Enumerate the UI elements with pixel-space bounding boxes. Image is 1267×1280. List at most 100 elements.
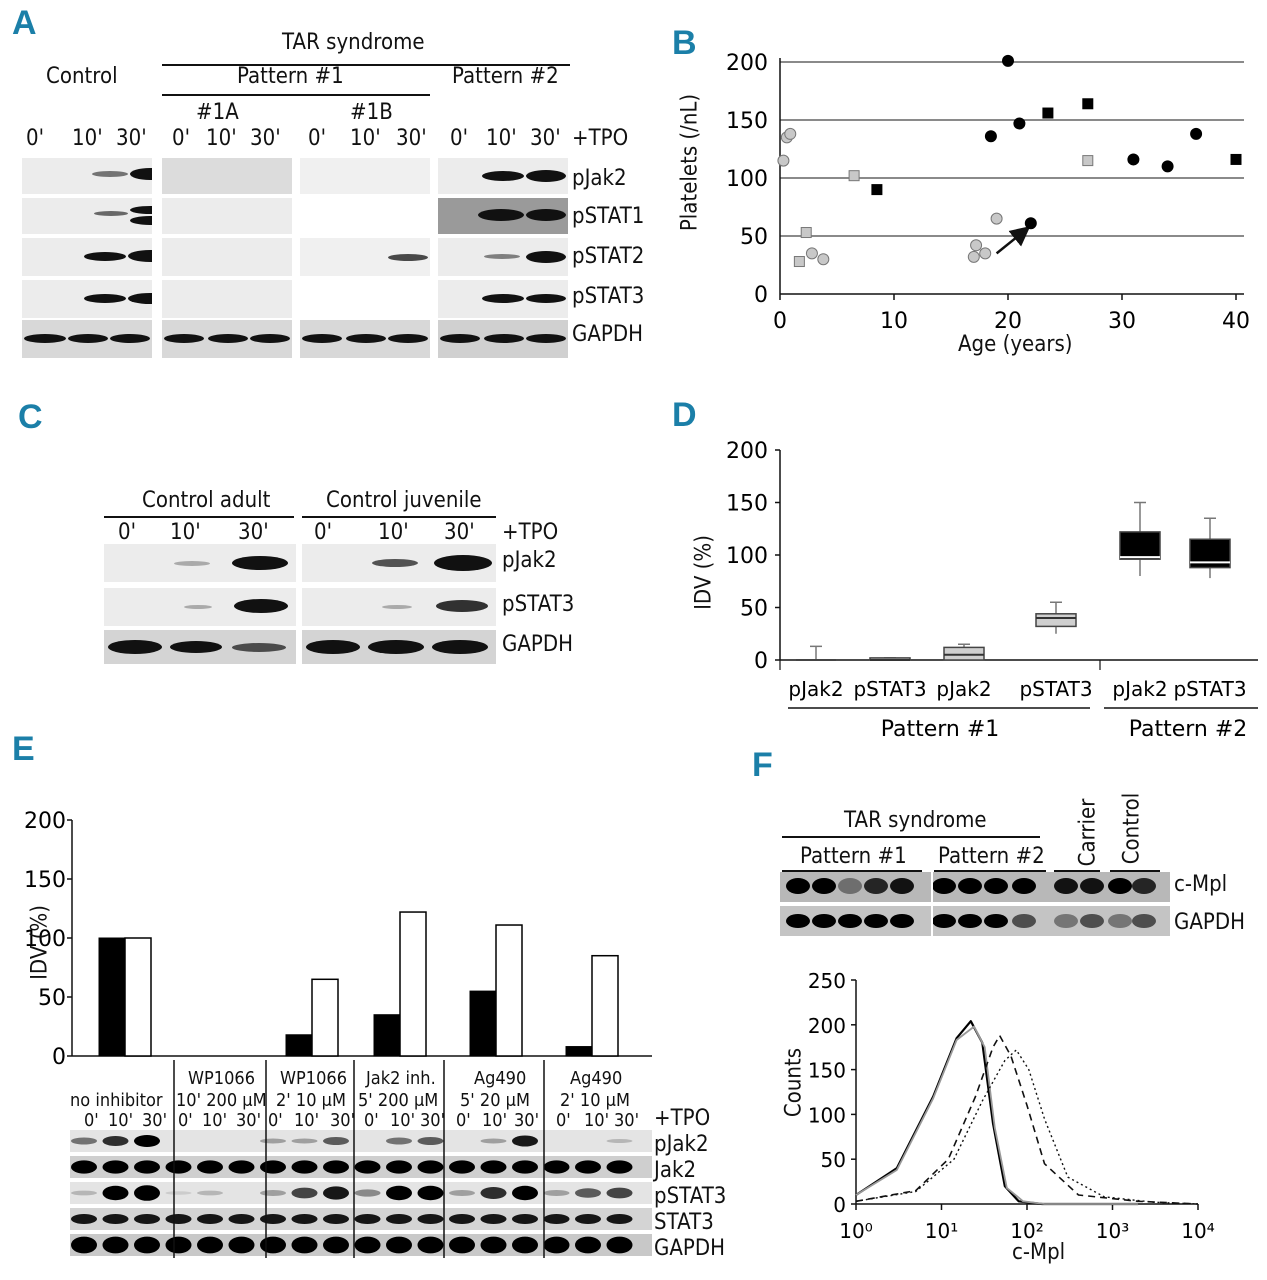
blot-band xyxy=(449,1190,475,1196)
blot-band xyxy=(291,1187,318,1199)
y-tick-label: 50 xyxy=(38,986,66,1011)
blot-band xyxy=(102,1214,129,1224)
pattern2-heading: Pattern #2 xyxy=(452,64,559,89)
blot-band xyxy=(260,1214,286,1224)
blot-band xyxy=(890,878,914,894)
blot-band xyxy=(432,640,488,654)
blot-band xyxy=(291,1214,318,1224)
category-label: pJak2 xyxy=(1112,677,1167,701)
blot-band xyxy=(354,1214,381,1224)
y-tick-label: 50 xyxy=(821,1148,846,1172)
blot-band xyxy=(575,1188,601,1198)
blot-band xyxy=(543,1236,570,1254)
row-label-cmpl: c-Mpl xyxy=(1174,872,1228,897)
blot-band xyxy=(234,599,288,613)
panel-label-b: B xyxy=(672,24,697,62)
histogram-curve xyxy=(855,1020,1139,1206)
bar xyxy=(311,978,339,1057)
panel-f-xlabel: c-Mpl xyxy=(1012,1240,1066,1265)
time-label: 0' xyxy=(450,126,469,151)
blot-band xyxy=(932,878,956,894)
x-tick-label: 10 xyxy=(880,309,908,334)
time-label: 0' xyxy=(172,126,191,151)
blot-band xyxy=(130,216,152,225)
data-point xyxy=(990,212,1003,225)
blot-band xyxy=(260,1190,286,1196)
blot-strip xyxy=(22,238,152,276)
blot-band xyxy=(94,211,128,216)
blot-band xyxy=(1054,878,1078,894)
time-label: 0' xyxy=(314,520,333,545)
blot-strip xyxy=(70,1182,652,1204)
bar xyxy=(124,937,152,1057)
data-point xyxy=(1024,217,1037,230)
blot-band xyxy=(1012,878,1036,894)
blot-band xyxy=(260,1236,286,1254)
blot-strip xyxy=(302,544,496,582)
panel-f-histogram-chart: 0 50 100 150 200 250 10⁰ 10¹ 10² 10³ 10⁴ xyxy=(808,969,1215,1243)
panel-e-bar-chart: 0 50 100 150 200 xyxy=(24,809,652,1070)
blot-band xyxy=(890,914,914,928)
blot-band xyxy=(386,1137,412,1145)
x-tick-label: 10¹ xyxy=(925,1219,958,1243)
blot-band xyxy=(102,1185,129,1201)
blot-band xyxy=(932,914,956,928)
blot-band xyxy=(478,209,524,221)
blot-band xyxy=(388,254,428,261)
x-tick-label: 10⁰ xyxy=(839,1219,872,1243)
blot-band xyxy=(323,1214,349,1224)
annotation-arrow xyxy=(995,226,1031,255)
sub-1b-heading: #1B xyxy=(350,100,393,125)
condition-dose: 10' 200 μM xyxy=(176,1090,267,1111)
blot-band xyxy=(417,1160,444,1174)
sub-1a-heading: #1A xyxy=(196,100,239,125)
data-point xyxy=(1127,153,1140,166)
blot-band xyxy=(71,1236,97,1254)
condition-dose: 5' 20 μM xyxy=(460,1090,530,1111)
control-juvenile-underline xyxy=(302,516,496,518)
blot-band xyxy=(174,561,210,566)
blot-band xyxy=(480,1160,507,1174)
pattern2-underline xyxy=(934,870,1046,872)
y-tick-label: 150 xyxy=(726,109,768,134)
blot-band xyxy=(134,1185,160,1201)
blot-band xyxy=(372,559,418,567)
blot-band xyxy=(1108,878,1132,894)
blot-strip xyxy=(22,280,152,318)
blot-band xyxy=(1132,914,1156,928)
data-point xyxy=(1161,160,1174,173)
condition-label: Ag490 xyxy=(474,1068,527,1089)
row-label-pstat3: pSTAT3 xyxy=(502,592,575,617)
blot-band xyxy=(260,1138,286,1144)
y-tick-label: 150 xyxy=(24,868,66,893)
time-label: 10' xyxy=(350,126,381,151)
histogram-curve xyxy=(855,1025,1139,1205)
bar xyxy=(591,954,619,1057)
blot-band xyxy=(543,1190,570,1196)
blot-band xyxy=(323,1137,349,1145)
y-tick-label: 0 xyxy=(754,649,768,674)
blot-band xyxy=(864,914,888,928)
panel-b-ylabel: Platelets (/nL) xyxy=(677,93,703,232)
blot-band xyxy=(165,1236,192,1254)
blot-band xyxy=(84,294,126,303)
box xyxy=(943,646,985,661)
category-label: pSTAT3 xyxy=(1019,677,1092,701)
time-label: 10' xyxy=(482,1110,508,1131)
blot-strip xyxy=(438,320,568,358)
carrier-underline xyxy=(1054,870,1100,872)
blot-band xyxy=(482,171,524,181)
blot-strip xyxy=(22,158,152,194)
treatment-label: +TPO xyxy=(572,126,629,151)
data-point xyxy=(984,130,997,143)
blot-band xyxy=(382,605,412,609)
blot-band xyxy=(197,1190,223,1196)
blot-band xyxy=(436,600,488,612)
blot-band xyxy=(480,1138,507,1144)
blot-band xyxy=(812,878,836,894)
blot-band xyxy=(480,1214,507,1224)
pattern1-heading: Pattern #1 xyxy=(237,64,344,89)
time-label: 0' xyxy=(84,1110,99,1131)
data-point xyxy=(967,250,980,263)
